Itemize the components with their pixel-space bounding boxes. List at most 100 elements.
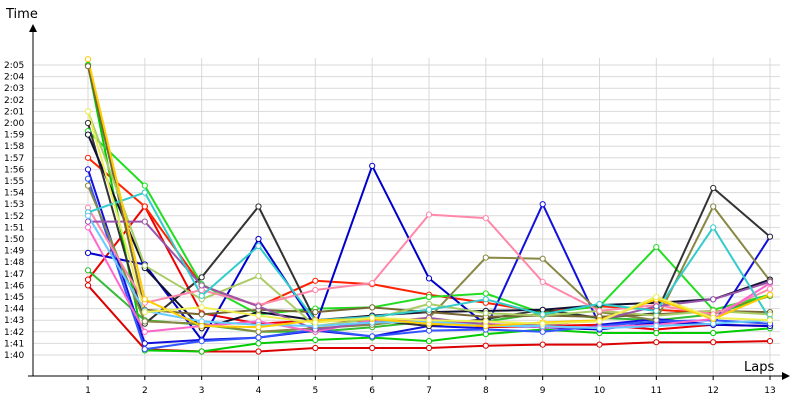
data-point [425, 211, 433, 218]
data-point [84, 224, 92, 231]
data-point [425, 338, 433, 345]
data-point [141, 203, 148, 210]
data-point [596, 325, 603, 332]
data-point [84, 166, 92, 173]
data-point [653, 339, 660, 346]
y-tick-label: 1:46 [4, 281, 24, 291]
data-point [255, 312, 262, 319]
x-tick-label: 4 [256, 386, 262, 396]
data-point [710, 184, 717, 192]
data-point [84, 212, 92, 219]
data-point [369, 344, 376, 352]
data-point [141, 262, 148, 269]
data-point [369, 333, 376, 340]
data-point [198, 322, 205, 330]
data-point [596, 300, 603, 308]
data-point [84, 56, 92, 63]
data-point [84, 182, 92, 189]
y-tick-label: 1:53 [4, 200, 24, 210]
data-point [84, 267, 92, 274]
y-axis-arrow [29, 24, 37, 32]
x-tick-label: 9 [540, 386, 546, 396]
data-point [141, 189, 148, 196]
data-point [198, 338, 205, 345]
y-tick-labels: 1:40 1:411:42 1:431:44 1:45 1:461:47 1:481:49… [4, 61, 24, 361]
data-point [710, 224, 717, 231]
data-point [141, 340, 148, 347]
y-tick-label: 2:01 [4, 107, 24, 117]
x-tick-labels: 1 2 3 4 5 6 7 8 9 10 11 12 13 [85, 376, 776, 396]
data-point [141, 218, 148, 225]
data-point [766, 285, 774, 292]
x-tick-label: 1 [85, 386, 91, 396]
data-point [141, 182, 148, 189]
data-point [84, 119, 92, 127]
data-point [141, 296, 148, 303]
data-point [482, 342, 489, 349]
y-tick-label: 1:40 [4, 351, 24, 361]
data-point [539, 278, 546, 285]
data-point [312, 277, 319, 284]
x-tick-label: 5 [312, 386, 318, 396]
data-point [425, 300, 433, 308]
data-point [84, 63, 92, 70]
data-point [710, 203, 717, 210]
data-point [539, 201, 546, 208]
data-point [766, 233, 774, 240]
data-point [255, 303, 262, 310]
y-axis-title: Time [5, 7, 38, 22]
data-point [425, 344, 433, 352]
data-point [369, 280, 376, 287]
data-point [539, 341, 546, 348]
data-point [255, 324, 262, 331]
data-point [312, 309, 319, 316]
x-axis-arrow [782, 372, 790, 380]
data-point [198, 282, 205, 289]
data-point [198, 292, 205, 299]
data-point [482, 296, 489, 303]
series-lines [84, 56, 774, 355]
data-point [312, 286, 319, 294]
data-point [84, 282, 92, 289]
data-point [312, 336, 319, 343]
data-point [198, 348, 205, 355]
data-point [84, 154, 92, 161]
y-tick-label: 1:59 [4, 131, 24, 141]
data-point [198, 274, 205, 281]
data-point [425, 317, 433, 324]
data-point [482, 254, 489, 261]
data-point [482, 318, 489, 325]
data-point [766, 291, 774, 298]
data-point [255, 242, 262, 250]
data-point [369, 162, 376, 169]
data-point [710, 329, 717, 337]
data-point [482, 215, 489, 222]
data-point [766, 278, 774, 285]
y-tick-label: 1:45 [4, 293, 24, 303]
y-tick-label: 2:00 [4, 119, 24, 129]
y-tick-label: 1:49 [4, 247, 24, 257]
data-point [425, 306, 433, 313]
y-tick-label: 1:42 [4, 328, 24, 338]
y-tick-label: 1:47 [4, 270, 24, 280]
data-point [141, 328, 148, 335]
x-tick-label: 13 [764, 386, 775, 396]
y-tick-label: 2:04 [4, 73, 24, 83]
axes [28, 24, 790, 380]
data-point [710, 314, 717, 321]
data-point [255, 340, 262, 347]
x-tick-label: 11 [651, 386, 662, 396]
y-tick-label: 1:58 [4, 142, 24, 152]
data-point [653, 307, 660, 314]
x-tick-label: 3 [199, 386, 205, 396]
data-point [766, 317, 774, 324]
data-point [425, 275, 433, 282]
x-tick-label: 2 [142, 386, 148, 396]
x-tick-label: 8 [483, 386, 489, 396]
data-point [369, 304, 376, 311]
y-tick-label: 1:44 [4, 305, 24, 315]
x-tick-label: 10 [594, 386, 606, 396]
y-tick-label: 1:57 [4, 154, 24, 164]
y-tick-label: 1:41 [4, 339, 24, 349]
